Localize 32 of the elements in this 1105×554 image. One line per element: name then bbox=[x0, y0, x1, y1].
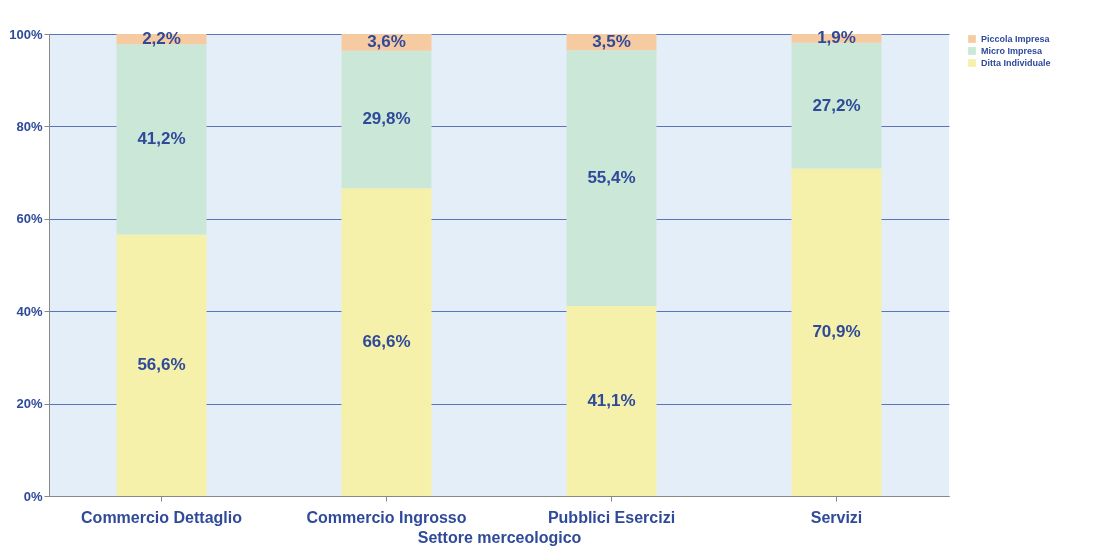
data-label: 41,2% bbox=[137, 129, 186, 149]
bar bbox=[341, 50, 432, 189]
legend-label: Piccola Impresa bbox=[981, 34, 1051, 44]
x-axis-title: Settore merceologico bbox=[417, 528, 582, 546]
bar bbox=[341, 188, 432, 496]
y-tick-label: 0% bbox=[23, 488, 43, 504]
data-label: 27,2% bbox=[812, 95, 861, 115]
bar bbox=[791, 168, 882, 496]
bar bbox=[116, 234, 207, 496]
x-tick-label: Commercio Dettaglio bbox=[81, 508, 243, 526]
data-label: 56,6% bbox=[137, 355, 186, 375]
data-label: 66,6% bbox=[362, 332, 411, 352]
data-label: 29,8% bbox=[362, 109, 411, 129]
y-tick-label: 20% bbox=[16, 396, 43, 412]
y-tick-label: 60% bbox=[16, 211, 43, 227]
x-tick-label: Pubblici Esercizi bbox=[547, 508, 676, 526]
legend-label: Micro Impresa bbox=[981, 46, 1044, 56]
bar bbox=[566, 50, 657, 307]
legend-label: Ditta Individuale bbox=[981, 58, 1051, 68]
data-label: 1,9% bbox=[817, 28, 856, 48]
data-label: 2,2% bbox=[142, 29, 181, 49]
data-label: 55,4% bbox=[587, 168, 636, 188]
x-tick-label: Servizi bbox=[810, 508, 863, 526]
y-tick-label: 100% bbox=[9, 26, 43, 42]
y-tick-label: 40% bbox=[16, 303, 43, 319]
data-label: 70,9% bbox=[812, 322, 861, 342]
data-label: 3,5% bbox=[592, 32, 631, 52]
data-label: 3,6% bbox=[367, 32, 406, 52]
bar bbox=[566, 306, 657, 496]
data-label: 41,1% bbox=[587, 391, 636, 411]
y-tick-label: 80% bbox=[16, 118, 43, 134]
x-tick-label: Commercio Ingrosso bbox=[306, 508, 467, 526]
